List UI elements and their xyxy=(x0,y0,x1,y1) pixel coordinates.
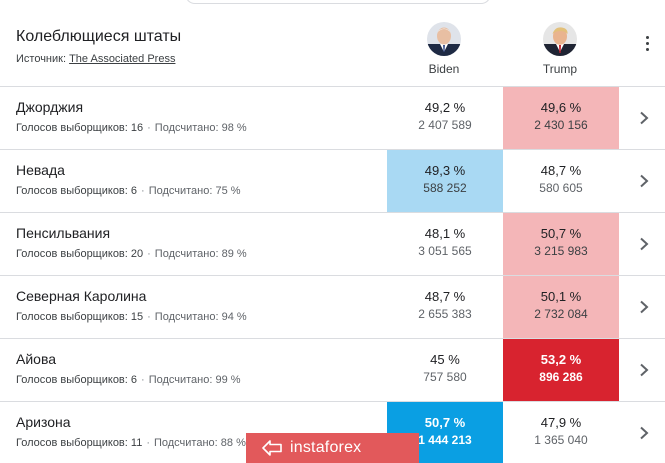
biden-percent: 45 % xyxy=(430,352,460,367)
biden-votes: 588 252 xyxy=(423,181,467,195)
biden-votes: 2 407 589 xyxy=(418,118,472,132)
counted-percent: Подсчитано: 88 % xyxy=(153,437,246,449)
biden-result-cell: 49,3 % 588 252 xyxy=(387,150,503,212)
trump-votes: 2 430 156 xyxy=(534,118,588,132)
state-row[interactable]: Джорджия Голосов выборщиков: 16 · Подсчита… xyxy=(0,87,665,150)
biden-votes: 1 444 213 xyxy=(418,433,472,447)
trump-result-cell: 50,1 % 2 732 084 xyxy=(503,276,619,338)
candidate-biden: Biden xyxy=(404,22,484,76)
state-row[interactable]: Невада Голосов выборщиков: 6 · Подсчитано:… xyxy=(0,150,665,213)
state-name: Айова xyxy=(16,351,57,367)
biden-result-cell: 45 % 757 580 xyxy=(387,339,503,401)
biden-percent: 49,2 % xyxy=(424,100,466,115)
counted-percent: Подсчитано: 89 % xyxy=(154,248,247,260)
state-meta: Голосов выборщиков: 6 · Подсчитано: 75 % xyxy=(16,185,241,197)
swing-states-table: Джорджия Голосов выборщиков: 16 · Подсчита… xyxy=(0,86,665,463)
electors-count: Голосов выборщиков: 15 xyxy=(16,311,144,323)
trump-votes: 580 605 xyxy=(539,181,583,195)
more-options-icon[interactable] xyxy=(642,36,652,56)
biden-result-cell: 49,2 % 2 407 589 xyxy=(387,87,503,149)
state-name: Джорджия xyxy=(16,99,84,115)
trump-result-cell: 48,7 % 580 605 xyxy=(503,150,619,212)
trump-percent: 49,6 % xyxy=(540,100,582,115)
trump-votes: 896 286 xyxy=(539,370,583,384)
trump-result-cell: 50,7 % 3 215 983 xyxy=(503,213,619,275)
state-row[interactable]: Пенсильвания Голосов выборщиков: 20 · Подс… xyxy=(0,213,665,276)
biden-percent: 49,3 % xyxy=(424,163,466,178)
state-meta: Голосов выборщиков: 11 · Подсчитано: 88 % xyxy=(16,437,246,449)
trump-votes: 1 365 040 xyxy=(534,433,588,447)
biden-result-cell: 48,7 % 2 655 383 xyxy=(387,276,503,338)
biden-percent: 50,7 % xyxy=(424,415,466,430)
state-row[interactable]: Северная Каролина Голосов выборщиков: 15… xyxy=(0,276,665,339)
state-name: Северная Каролина xyxy=(16,288,147,304)
biden-percent: 48,1 % xyxy=(424,226,466,241)
trump-percent: 53,2 % xyxy=(540,352,582,367)
source-line: Источник: The Associated Press xyxy=(16,53,175,65)
watermark-text: instaforex xyxy=(290,439,362,456)
trump-percent: 47,9 % xyxy=(540,415,582,430)
biden-votes: 2 655 383 xyxy=(418,307,472,321)
chevron-right-icon[interactable] xyxy=(638,426,650,440)
trump-percent: 50,1 % xyxy=(540,289,582,304)
electors-count: Голосов выборщиков: 20 xyxy=(16,248,144,260)
state-name: Пенсильвания xyxy=(16,225,111,241)
candidate-name-biden: Biden xyxy=(428,62,460,76)
counted-percent: Подсчитано: 94 % xyxy=(154,311,247,323)
instaforex-logo-icon xyxy=(262,440,282,456)
biden-percent: 48,7 % xyxy=(424,289,466,304)
biden-avatar xyxy=(427,22,461,56)
counted-percent: Подсчитано: 98 % xyxy=(154,122,247,134)
trump-result-cell: 53,2 % 896 286 xyxy=(503,339,619,401)
chevron-right-icon[interactable] xyxy=(638,363,650,377)
state-meta: Голосов выборщиков: 15 · Подсчитано: 94 % xyxy=(16,311,247,323)
card-title: Колеблющиеся штаты xyxy=(16,28,182,45)
state-name: Невада xyxy=(16,162,65,178)
candidate-name-trump: Trump xyxy=(542,62,578,76)
candidate-trump: Trump xyxy=(520,22,600,76)
chevron-right-icon[interactable] xyxy=(638,237,650,251)
counted-percent: Подсчитано: 99 % xyxy=(148,374,241,386)
trump-result-cell: 47,9 % 1 365 040 xyxy=(503,402,619,463)
trump-percent: 48,7 % xyxy=(540,163,582,178)
state-name: Аризона xyxy=(16,414,71,430)
state-meta: Голосов выборщиков: 16 · Подсчитано: 98 % xyxy=(16,122,247,134)
state-meta: Голосов выборщиков: 6 · Подсчитано: 99 % xyxy=(16,374,241,386)
trump-result-cell: 49,6 % 2 430 156 xyxy=(503,87,619,149)
state-row[interactable]: Айова Голосов выборщиков: 6 · Подсчитано: … xyxy=(0,339,665,402)
chevron-right-icon[interactable] xyxy=(638,111,650,125)
trump-votes: 2 732 084 xyxy=(534,307,588,321)
trump-votes: 3 215 983 xyxy=(534,244,588,258)
electors-count: Голосов выборщиков: 11 xyxy=(16,437,143,449)
biden-votes: 757 580 xyxy=(423,370,467,384)
electors-count: Голосов выборщиков: 6 xyxy=(16,185,138,197)
counted-percent: Подсчитано: 75 % xyxy=(148,185,241,197)
source-label: Источник: xyxy=(16,53,67,65)
chevron-right-icon[interactable] xyxy=(638,300,650,314)
state-meta: Голосов выборщиков: 20 · Подсчитано: 89 % xyxy=(16,248,247,260)
instaforex-watermark: instaforex xyxy=(246,433,419,463)
chevron-right-icon[interactable] xyxy=(638,174,650,188)
card-header: Колеблющиеся штаты Источник: The Associa… xyxy=(0,0,665,86)
biden-votes: 3 051 565 xyxy=(418,244,472,258)
trump-percent: 50,7 % xyxy=(540,226,582,241)
electors-count: Голосов выборщиков: 16 xyxy=(16,122,144,134)
trump-avatar xyxy=(543,22,577,56)
electors-count: Голосов выборщиков: 6 xyxy=(16,374,138,386)
source-link[interactable]: The Associated Press xyxy=(69,53,176,65)
biden-result-cell: 48,1 % 3 051 565 xyxy=(387,213,503,275)
